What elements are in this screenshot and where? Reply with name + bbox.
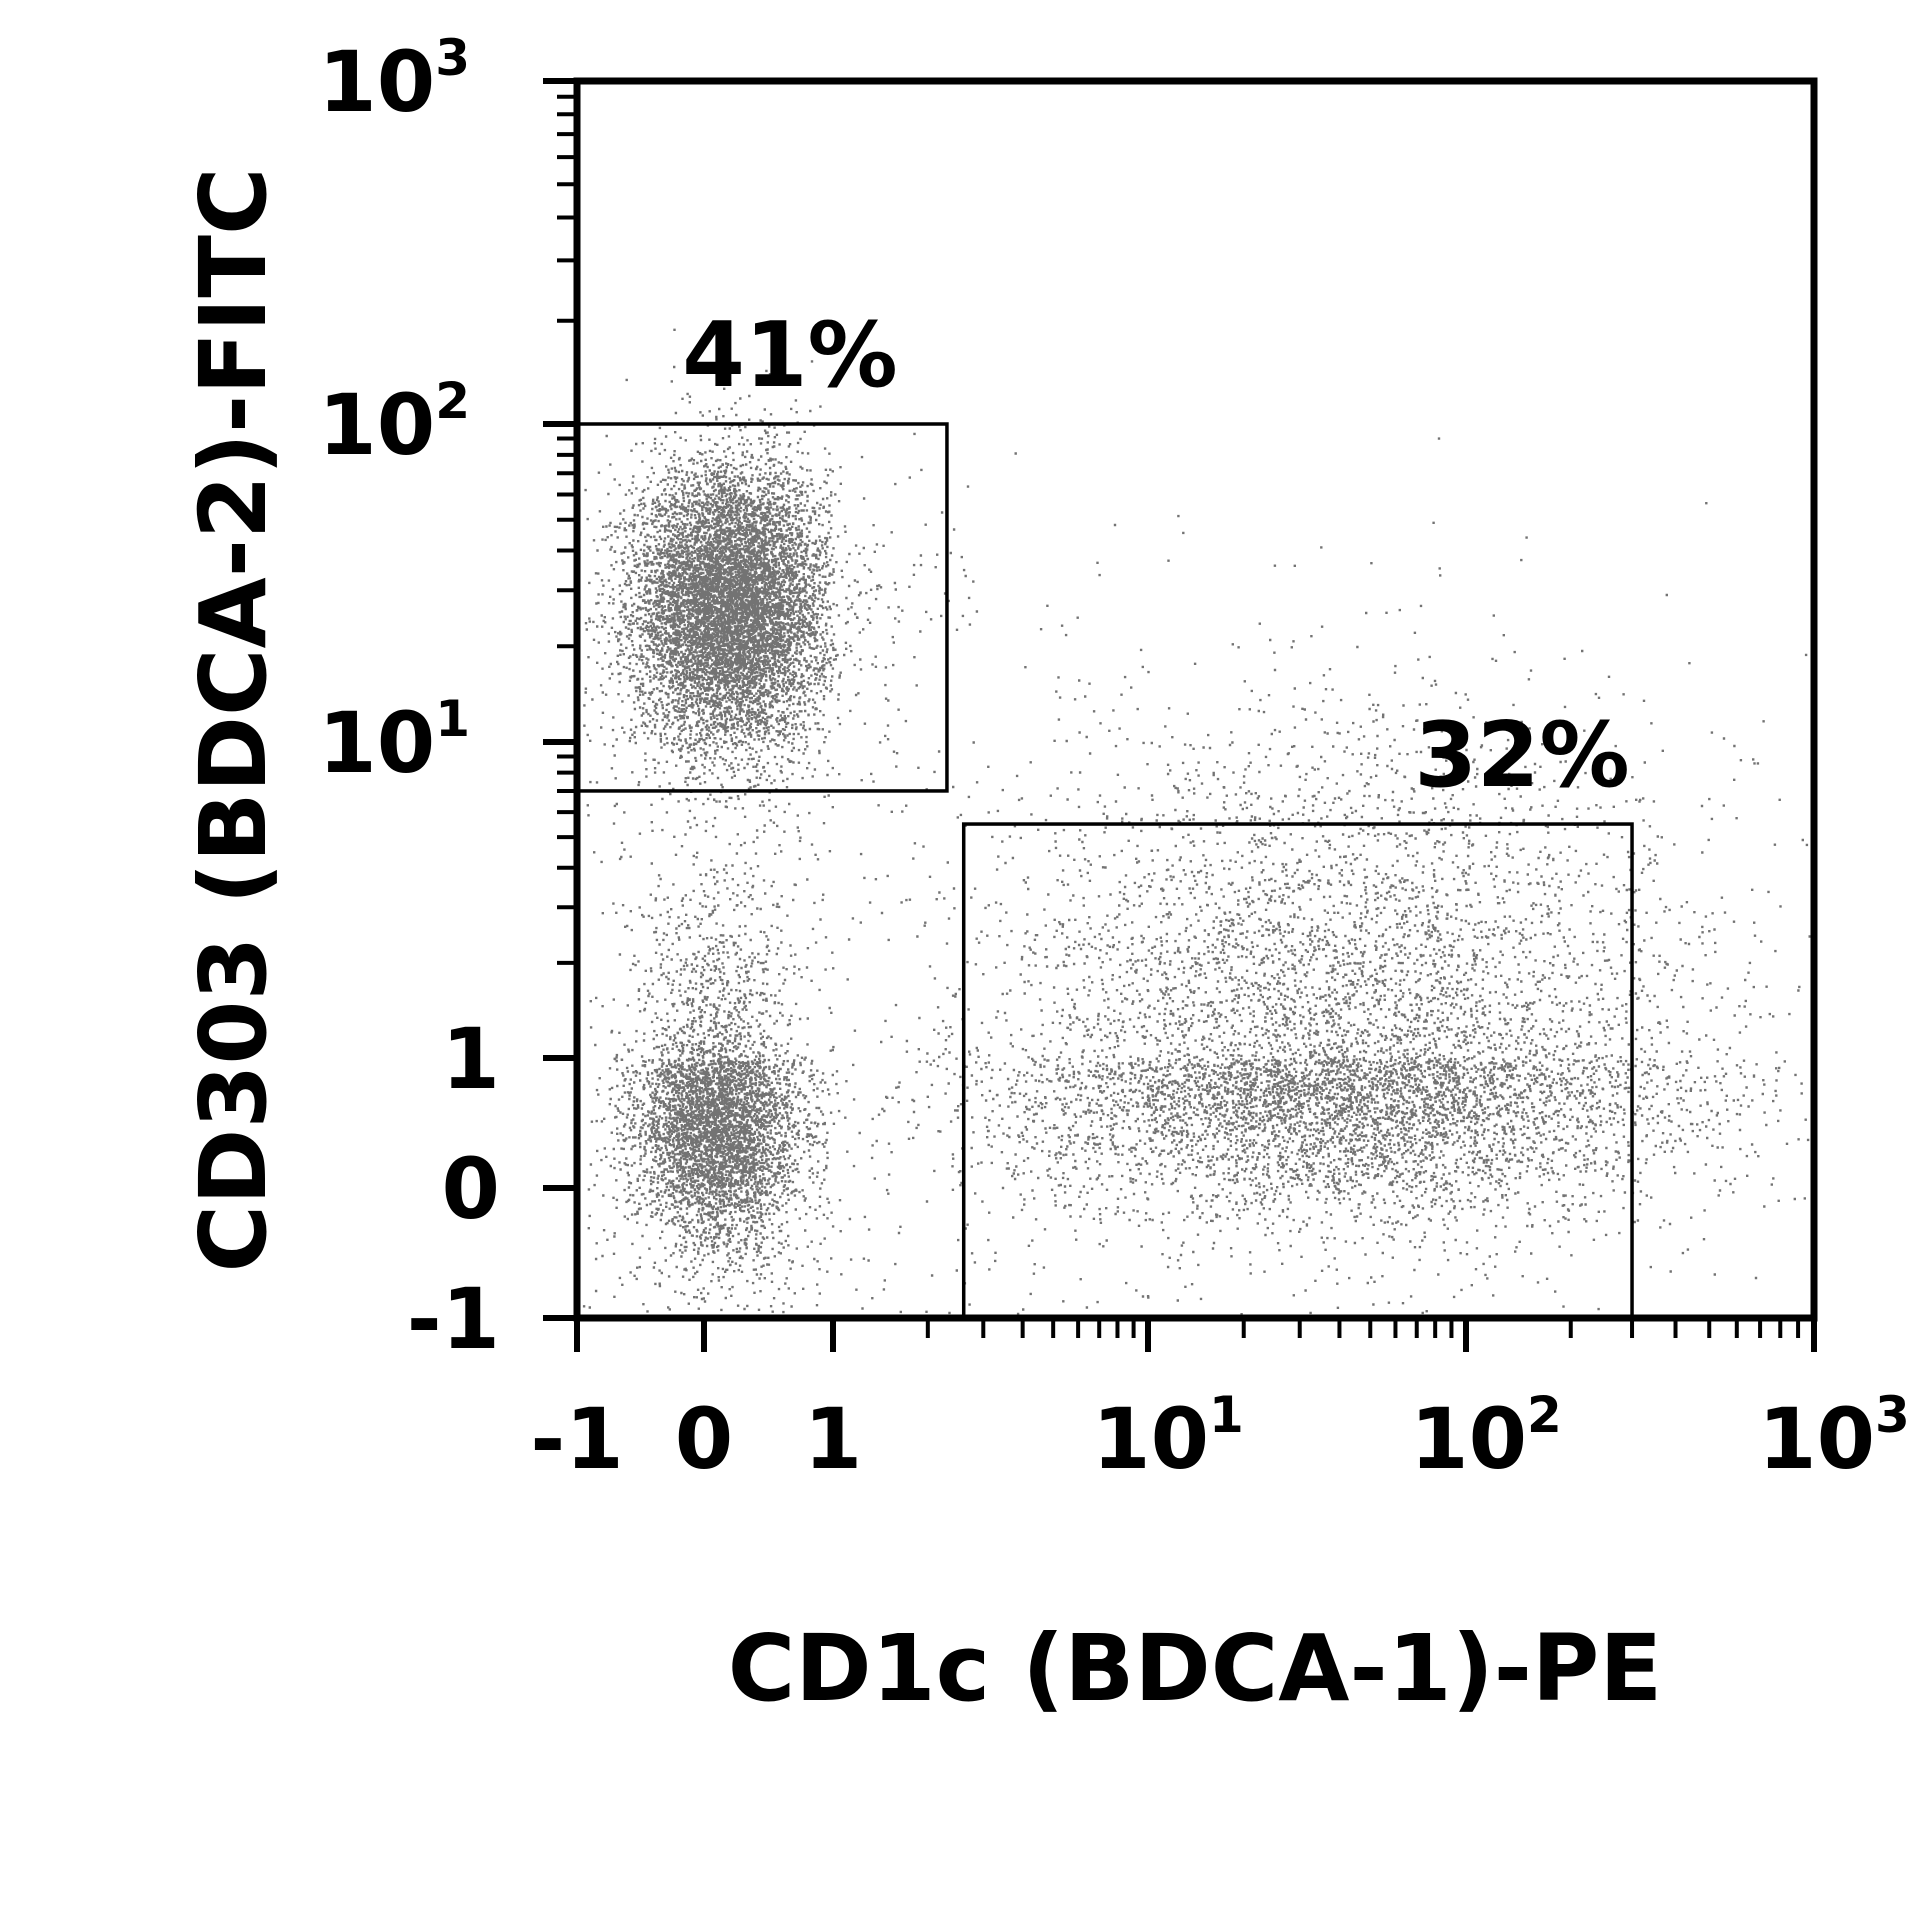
y-axis-ticks [543,78,577,1321]
y-tick-label: 103 [318,29,470,131]
y-tick-label: 0 [442,1140,500,1238]
y-tick-label: 1 [442,1010,500,1108]
gate-rect [961,822,1634,1320]
event-dots [582,328,1811,1316]
x-tick-label: 102 [1410,1386,1562,1488]
x-tick-label: -1 [530,1390,623,1488]
gate-percent-label: 32% [1414,703,1629,808]
y-axis-tick-labels: -1 0 1 101 102 103 [318,29,500,1368]
y-axis-title: CD303 (BDCA-2)-FITC [180,168,287,1273]
y-tick-label: 101 [318,690,470,792]
x-tick-label: 101 [1092,1386,1244,1488]
x-axis-title: CD1c (BDCA-1)-PE [728,1615,1662,1722]
x-tick-label: 1 [804,1390,862,1488]
y-tick-label: 102 [318,372,470,474]
y-tick-label: -1 [407,1270,500,1368]
plot-frame [573,77,1818,1322]
gate-rect [575,422,949,793]
x-axis-ticks [574,1318,1817,1352]
x-tick-label: 0 [675,1390,733,1488]
x-axis-tick-labels: -1 0 1 101 102 103 [530,1386,1910,1488]
scatter-points [582,328,1811,1316]
x-tick-label: 103 [1758,1386,1910,1488]
gate-percent-label: 41% [682,303,897,408]
